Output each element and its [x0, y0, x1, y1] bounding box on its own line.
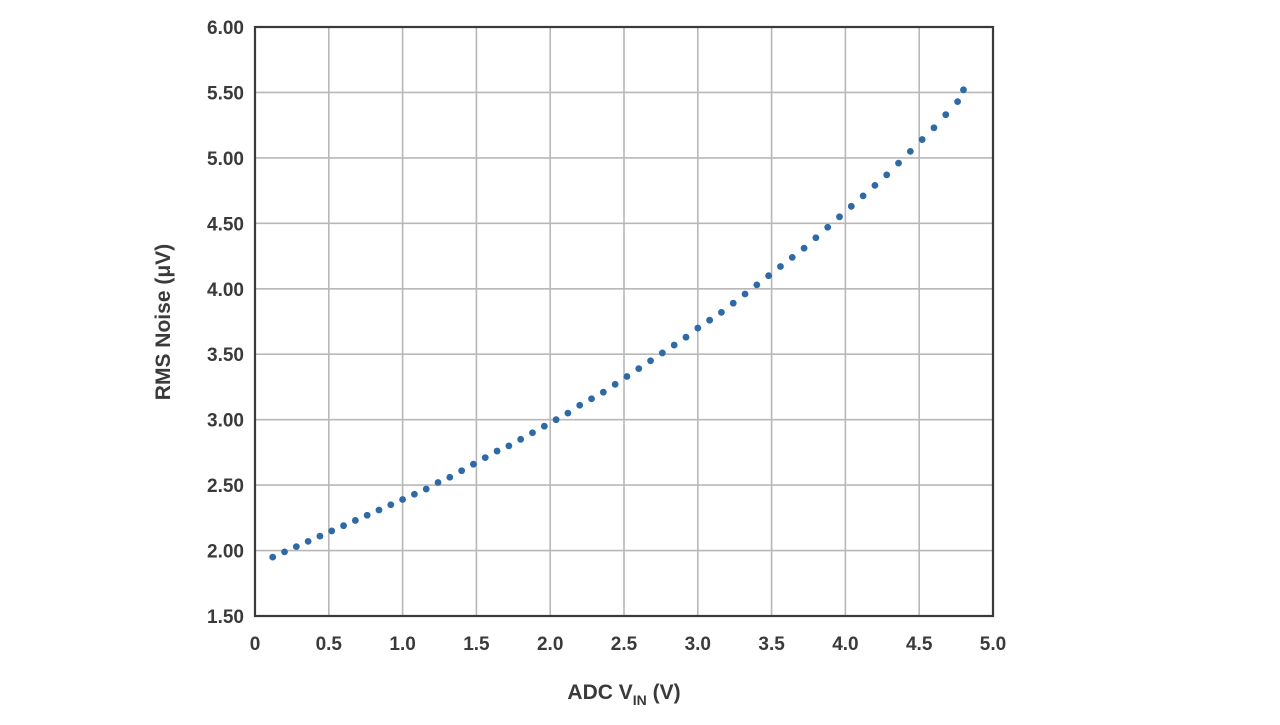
data-point — [387, 501, 395, 509]
data-point — [954, 98, 961, 106]
data-point — [729, 299, 737, 307]
x-axis-title-unit: (V) — [647, 681, 681, 704]
x-tick-label: 2.0 — [537, 634, 563, 655]
x-axis-title-subscript: IN — [633, 692, 647, 708]
y-tick-label: 5.00 — [207, 149, 244, 170]
data-point — [647, 357, 654, 365]
data-point — [906, 147, 914, 155]
y-tick-label: 4.00 — [207, 280, 244, 301]
data-point — [718, 308, 725, 316]
data-point — [493, 447, 501, 455]
data-point — [552, 416, 560, 424]
y-axis-title: RMS Noise (μV) — [152, 244, 175, 400]
data-point — [777, 263, 784, 270]
data-point — [599, 388, 607, 396]
data-point — [670, 341, 678, 349]
data-point — [588, 395, 595, 403]
data-point — [918, 136, 926, 143]
data-point — [328, 527, 336, 535]
data-point — [765, 272, 773, 280]
data-point — [458, 467, 466, 475]
data-point — [942, 111, 950, 119]
x-axis-title-main: ADC V — [567, 681, 632, 704]
data-point — [363, 511, 371, 519]
data-point — [611, 380, 619, 388]
data-point — [694, 324, 702, 332]
x-tick-label: 0.5 — [316, 634, 343, 655]
data-point — [824, 223, 832, 231]
x-tick-label: 5.0 — [980, 634, 1006, 655]
x-tick-label: 4.5 — [906, 634, 933, 655]
x-tick-label: 3.0 — [685, 634, 711, 655]
data-point — [800, 244, 808, 252]
data-point — [895, 159, 902, 167]
data-point — [304, 537, 312, 545]
data-point — [316, 532, 324, 540]
y-tick-label: 2.00 — [207, 542, 244, 563]
data-point — [788, 253, 796, 261]
data-point — [847, 202, 855, 210]
data-point — [871, 181, 879, 189]
x-tick-label: 4.0 — [832, 634, 858, 655]
plot-frame — [253, 25, 995, 618]
y-tick-label: 3.00 — [207, 411, 244, 432]
data-point — [576, 401, 584, 409]
y-tick-label: 2.50 — [207, 476, 244, 497]
data-point — [658, 349, 666, 357]
data-point — [706, 316, 714, 324]
y-tick-label: 1.50 — [207, 607, 244, 628]
y-tick-label: 6.00 — [207, 18, 244, 39]
y-tick-label: 5.50 — [207, 83, 244, 104]
data-point — [411, 490, 418, 498]
data-point — [540, 422, 548, 430]
y-tick-label: 3.50 — [207, 345, 244, 366]
data-point — [434, 479, 442, 486]
data-point — [281, 548, 288, 556]
data-point — [682, 333, 690, 341]
x-tick-labels: 0 0.5 1.0 1.5 2.0 2.5 3.0 3.5 4.0 4.5 5.0 — [250, 634, 1007, 655]
data-point — [481, 454, 489, 462]
grid — [255, 27, 993, 616]
data-point — [470, 460, 477, 468]
data-point — [623, 373, 631, 380]
data-point — [375, 506, 383, 514]
data-point — [517, 435, 525, 443]
x-tick-label: 3.5 — [758, 634, 785, 655]
x-tick-label: 1.5 — [463, 634, 490, 655]
data-point — [505, 442, 513, 450]
x-axis-title: ADC VIN (V) — [567, 681, 680, 708]
data-point — [269, 553, 277, 561]
data-point — [812, 234, 820, 242]
data-points — [269, 86, 967, 561]
data-point — [422, 485, 430, 493]
data-point — [399, 496, 406, 503]
data-point — [859, 192, 867, 200]
data-point — [836, 213, 843, 221]
data-point — [960, 86, 967, 94]
data-point — [292, 543, 300, 551]
data-point — [564, 409, 572, 417]
data-point — [635, 365, 643, 373]
data-point — [883, 171, 891, 179]
y-tick-label: 4.50 — [207, 214, 244, 235]
data-point — [930, 124, 938, 132]
x-tick-label: 2.5 — [611, 634, 638, 655]
x-tick-label: 1.0 — [389, 634, 415, 655]
data-point — [351, 517, 359, 524]
data-point — [753, 281, 761, 289]
data-point — [446, 473, 454, 481]
data-point — [340, 522, 347, 530]
y-tick-labels: 1.50 2.00 2.50 3.00 3.50 4.00 4.50 5.00 5.50 6.00 — [207, 18, 244, 628]
x-tick-label: 0 — [250, 634, 261, 655]
data-point — [529, 429, 536, 437]
data-point — [741, 290, 749, 298]
